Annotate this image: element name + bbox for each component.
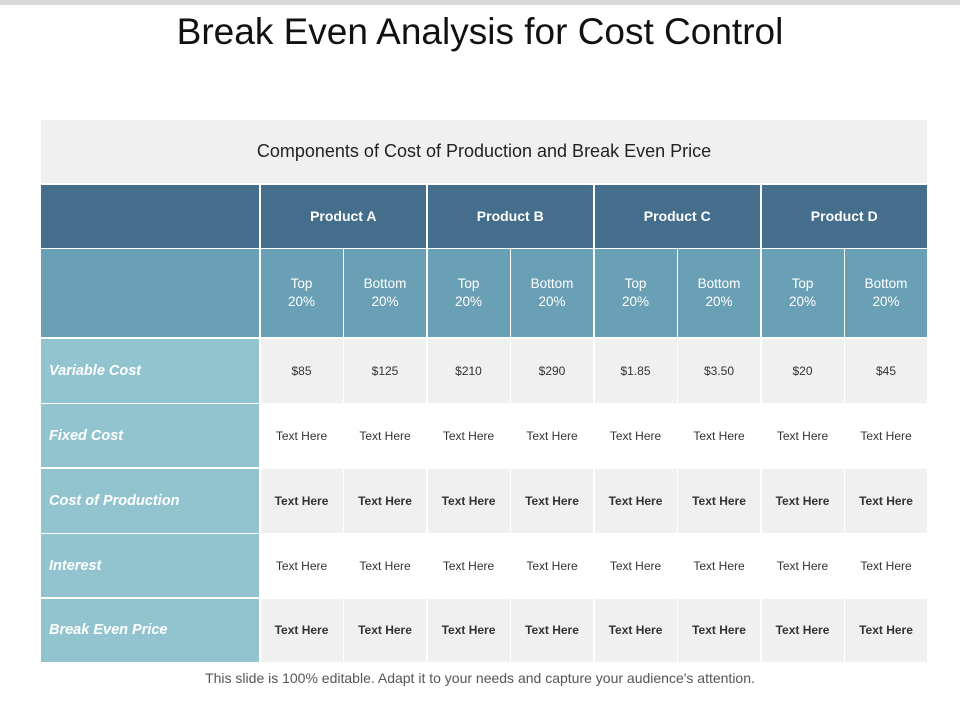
table-cell: Text Here xyxy=(260,534,343,597)
subheader-corner xyxy=(41,249,259,337)
table-cell: $20 xyxy=(761,338,844,403)
product-header: Product A xyxy=(260,184,426,248)
table-cell: Text Here xyxy=(427,598,510,662)
product-header: Product B xyxy=(427,184,593,248)
table-cell: Text Here xyxy=(761,404,844,467)
row-label: Fixed Cost xyxy=(41,404,259,467)
table-cell: $3.50 xyxy=(678,338,760,403)
table-cell: $85 xyxy=(260,338,343,403)
row-label: Variable Cost xyxy=(41,338,259,403)
table-cell: Text Here xyxy=(427,534,510,597)
table-cell: Text Here xyxy=(594,598,677,662)
subheader-line: 20% xyxy=(621,294,650,309)
row-label: Break Even Price xyxy=(41,598,259,662)
row-label: Interest xyxy=(41,534,259,597)
table-cell: Text Here xyxy=(845,598,927,662)
subheader-cell: Bottom 20% xyxy=(344,249,426,337)
subheader-line: Top xyxy=(791,276,814,291)
subheader-line: 20% xyxy=(287,294,316,309)
table-cell: Text Here xyxy=(427,404,510,467)
subheader-line: 20% xyxy=(872,294,900,309)
table-cell: Text Here xyxy=(511,468,593,533)
table-cell: Text Here xyxy=(511,404,593,467)
table-cell: Text Here xyxy=(678,534,760,597)
subheader-line: Top xyxy=(290,276,313,291)
subheader-line: 20% xyxy=(538,294,566,309)
table-cell: Text Here xyxy=(845,404,927,467)
table-cell: Text Here xyxy=(761,534,844,597)
top-rule xyxy=(0,0,960,5)
subheader-cell: Bottom 20% xyxy=(678,249,760,337)
subheader-line: Bottom xyxy=(697,276,741,291)
table-cell: Text Here xyxy=(344,534,426,597)
table-cell: Text Here xyxy=(594,534,677,597)
header-corner xyxy=(41,184,259,248)
table-cell: Text Here xyxy=(845,534,927,597)
subheader-line: Bottom xyxy=(530,276,574,291)
table-cell: Text Here xyxy=(260,468,343,533)
footer-note: This slide is 100% editable. Adapt it to… xyxy=(205,670,755,686)
product-header: Product C xyxy=(594,184,760,248)
table-cell: $290 xyxy=(511,338,593,403)
row-label: Cost of Production xyxy=(41,468,259,533)
slide-title: Break Even Analysis for Cost Control xyxy=(176,11,784,52)
table-cell: Text Here xyxy=(594,468,677,533)
table-cell: Text Here xyxy=(761,468,844,533)
table-cell: Text Here xyxy=(260,404,343,467)
table-cell: $125 xyxy=(344,338,426,403)
table-cell: Text Here xyxy=(344,404,426,467)
table-caption: Components of Cost of Production and Bre… xyxy=(41,120,927,183)
subheader-line: 20% xyxy=(454,294,483,309)
cost-table: Components of Cost of Production and Bre… xyxy=(41,120,927,662)
table-cell: Text Here xyxy=(678,468,760,533)
subheader-cell: Top 20% xyxy=(260,249,343,337)
subheader-line: 20% xyxy=(371,294,399,309)
table-cell: $45 xyxy=(845,338,927,403)
subheader-cell: Top 20% xyxy=(427,249,510,337)
subheader-cell: Top 20% xyxy=(761,249,844,337)
subheader-line: Top xyxy=(624,276,647,291)
subheader-cell: Bottom 20% xyxy=(845,249,927,337)
table-cell: Text Here xyxy=(344,598,426,662)
table-cell: Text Here xyxy=(678,404,760,467)
table-cell: Text Here xyxy=(845,468,927,533)
table-cell: Text Here xyxy=(427,468,510,533)
subheader-line: 20% xyxy=(705,294,733,309)
table-cell: Text Here xyxy=(511,534,593,597)
table-cell: Text Here xyxy=(761,598,844,662)
table-cell: $1.85 xyxy=(594,338,677,403)
subheader-line: Top xyxy=(457,276,480,291)
table-cell: Text Here xyxy=(260,598,343,662)
table-cell: Text Here xyxy=(511,598,593,662)
table-cell: $210 xyxy=(427,338,510,403)
table-cell: Text Here xyxy=(344,468,426,533)
subheader-line: Bottom xyxy=(363,276,407,291)
product-header: Product D xyxy=(761,184,927,248)
subheader-line: Bottom xyxy=(864,276,908,291)
table-cell: Text Here xyxy=(678,598,760,662)
subheader-line: 20% xyxy=(788,294,817,309)
subheader-cell: Bottom 20% xyxy=(511,249,593,337)
subheader-cell: Top 20% xyxy=(594,249,677,337)
table-cell: Text Here xyxy=(594,404,677,467)
